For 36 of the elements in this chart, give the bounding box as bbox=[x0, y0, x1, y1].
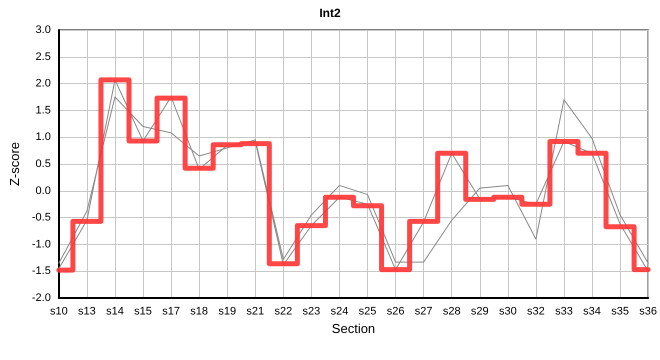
x-tick-label: s17 bbox=[162, 306, 180, 318]
x-tick-label: s24 bbox=[330, 306, 348, 318]
x-tick-label: s29 bbox=[470, 306, 489, 318]
x-tick-label: s35 bbox=[611, 306, 629, 318]
y-tick-label: 0.5 bbox=[36, 158, 51, 170]
x-tick-label: s28 bbox=[442, 306, 461, 318]
y-tick-label: -2.0 bbox=[32, 292, 51, 304]
x-tick-label: s10 bbox=[50, 306, 68, 318]
x-axis-title: Section bbox=[332, 321, 376, 336]
y-tick-label: 2.0 bbox=[36, 78, 51, 90]
x-tick-label: s30 bbox=[498, 306, 517, 318]
x-tick-label: s14 bbox=[106, 306, 124, 318]
y-tick-label: 1.0 bbox=[36, 131, 51, 144]
x-tick-label: s25 bbox=[358, 306, 376, 318]
x-tick-label: s33 bbox=[555, 306, 573, 318]
y-tick-label: 3.0 bbox=[36, 24, 51, 36]
x-tick-label: s34 bbox=[583, 306, 601, 318]
x-tick-label: s18 bbox=[190, 306, 208, 318]
y-tick-label: 2.5 bbox=[36, 50, 51, 63]
chart-title: Int2 bbox=[319, 6, 341, 20]
y-tick-label: 0.0 bbox=[36, 184, 51, 197]
x-tick-label: s22 bbox=[274, 306, 292, 318]
x-tick-label: s32 bbox=[527, 306, 545, 318]
x-tick-label: s23 bbox=[302, 306, 320, 318]
x-tick-label: s19 bbox=[218, 306, 236, 318]
y-tick-label: -0.5 bbox=[32, 212, 51, 224]
x-tick-label: s26 bbox=[386, 306, 404, 318]
x-tick-label: s15 bbox=[134, 306, 152, 318]
y-tick-label: -1.5 bbox=[32, 265, 51, 278]
x-tick-label: s27 bbox=[414, 306, 433, 318]
y-tick-label: -1.0 bbox=[32, 238, 51, 250]
x-tick-label: s21 bbox=[246, 306, 264, 318]
x-tick-label: s36 bbox=[639, 306, 658, 318]
y-axis-title: Z-score bbox=[7, 142, 22, 186]
x-tick-label: s13 bbox=[78, 306, 96, 318]
y-tick-label: 1.5 bbox=[36, 104, 51, 116]
